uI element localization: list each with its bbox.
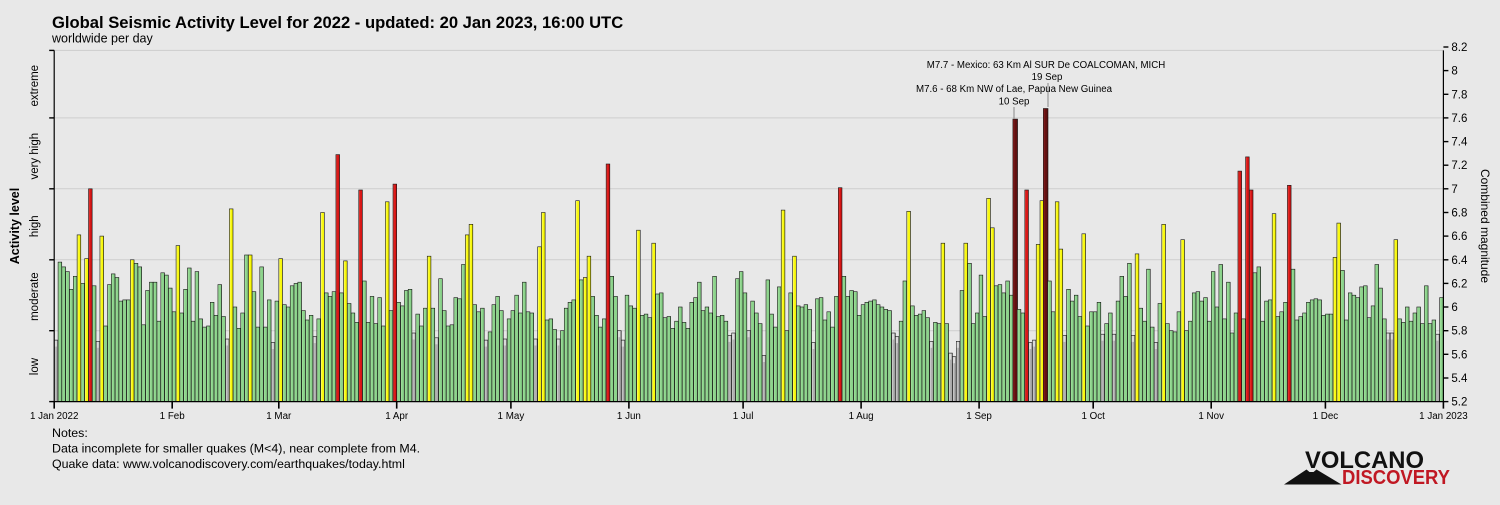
svg-text:low: low bbox=[29, 357, 41, 375]
svg-text:6.4: 6.4 bbox=[1451, 255, 1468, 267]
svg-text:7.4: 7.4 bbox=[1451, 137, 1468, 149]
svg-text:7.8: 7.8 bbox=[1451, 89, 1467, 101]
svg-text:1 Sep: 1 Sep bbox=[966, 411, 992, 422]
svg-text:VOLCANO: VOLCANO bbox=[1305, 447, 1424, 474]
svg-text:1 Nov: 1 Nov bbox=[1198, 411, 1224, 422]
svg-text:7.2: 7.2 bbox=[1451, 160, 1467, 172]
svg-text:Notes:: Notes: bbox=[52, 426, 88, 440]
svg-text:8: 8 bbox=[1451, 66, 1457, 78]
svg-text:very high: very high bbox=[29, 133, 41, 180]
svg-text:Global Seismic Activity Level: Global Seismic Activity Level for 2022 -… bbox=[52, 13, 623, 32]
svg-text:1 Jan 2022: 1 Jan 2022 bbox=[30, 411, 78, 422]
svg-text:1 May: 1 May bbox=[498, 411, 525, 422]
svg-text:1 Oct: 1 Oct bbox=[1081, 411, 1105, 422]
svg-text:Quake data: www.volcanodiscove: Quake data: www.volcanodiscovery.com/ear… bbox=[52, 457, 405, 471]
svg-text:8.2: 8.2 bbox=[1451, 42, 1467, 54]
svg-text:Data incomplete for smaller qu: Data incomplete for smaller quakes (M<4)… bbox=[52, 442, 420, 456]
svg-text:6: 6 bbox=[1451, 302, 1457, 314]
svg-text:DISCOVERY: DISCOVERY bbox=[1342, 466, 1450, 489]
svg-text:1 Aug: 1 Aug bbox=[849, 411, 874, 422]
svg-text:7.6: 7.6 bbox=[1451, 113, 1467, 125]
svg-text:5.8: 5.8 bbox=[1451, 326, 1467, 338]
svg-text:6.2: 6.2 bbox=[1451, 278, 1467, 290]
svg-text:10 Sep: 10 Sep bbox=[999, 97, 1030, 108]
svg-text:Activity level: Activity level bbox=[8, 188, 22, 264]
svg-text:5.6: 5.6 bbox=[1451, 349, 1467, 361]
svg-text:6.8: 6.8 bbox=[1451, 208, 1467, 220]
svg-text:7: 7 bbox=[1451, 184, 1457, 196]
svg-text:Combined magnitude: Combined magnitude bbox=[1478, 169, 1492, 283]
svg-text:extreme: extreme bbox=[29, 65, 41, 107]
svg-text:1 Jul: 1 Jul bbox=[733, 411, 754, 422]
svg-text:1 Jun: 1 Jun bbox=[617, 411, 641, 422]
svg-text:6.6: 6.6 bbox=[1451, 231, 1467, 243]
svg-text:1 Dec: 1 Dec bbox=[1313, 411, 1339, 422]
svg-text:1 Apr: 1 Apr bbox=[385, 411, 409, 422]
svg-text:5.4: 5.4 bbox=[1451, 373, 1468, 385]
svg-text:19 Sep: 19 Sep bbox=[1032, 72, 1063, 83]
svg-text:5.2: 5.2 bbox=[1451, 397, 1467, 409]
svg-text:1 Mar: 1 Mar bbox=[266, 411, 292, 422]
svg-text:moderate: moderate bbox=[29, 272, 41, 321]
svg-text:worldwide per day: worldwide per day bbox=[51, 32, 153, 46]
svg-text:1 Jan 2023: 1 Jan 2023 bbox=[1419, 411, 1468, 422]
svg-text:high: high bbox=[29, 215, 41, 237]
svg-text:M7.7 - Mexico: 63 Km Al SUR De: M7.7 - Mexico: 63 Km Al SUR De COALCOMAN… bbox=[927, 60, 1165, 71]
svg-text:1 Feb: 1 Feb bbox=[160, 411, 186, 422]
svg-text:M7.6 - 68 Km NW of Lae, Papua: M7.6 - 68 Km NW of Lae, Papua New Guinea bbox=[916, 84, 1113, 95]
